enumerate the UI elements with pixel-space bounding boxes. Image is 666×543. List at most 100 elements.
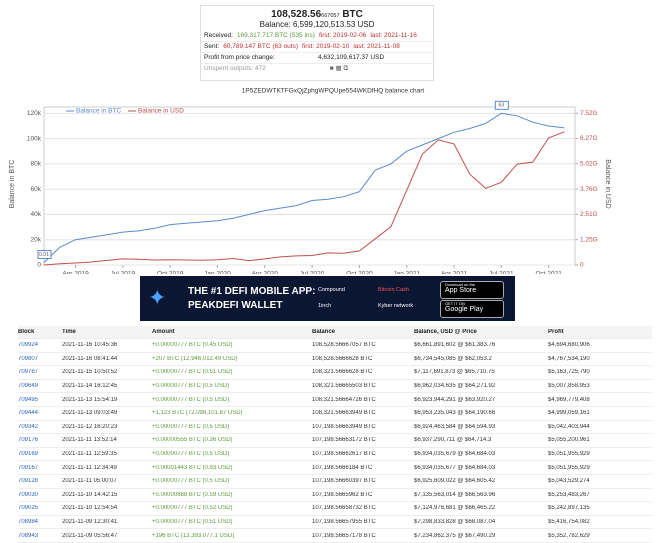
- cell: +0.00000888 BTC (0.59 USD): [152, 491, 233, 498]
- y-tick-label: 40k: [31, 211, 42, 218]
- chart: 1P5ZEDWTKTFGxQjZphgWPQUpe554WKDfHQ balan…: [9, 88, 611, 274]
- google-play[interactable]: GET IT ON Google Play: [440, 300, 504, 318]
- btc-main: 108,528.56: [271, 9, 322, 20]
- last: last: 2021-11-16: [370, 32, 417, 39]
- cell: 2021-11-11 12:34:49: [62, 464, 117, 471]
- cell: Balance, USD @ Price: [414, 329, 477, 335]
- cell: $6,953,235,043 @ $64,190.66: [414, 410, 496, 417]
- cell: 2021-11-13 09:03:49: [62, 410, 118, 417]
- annotation-box: [494, 100, 509, 110]
- cell: $6,937,290,711 @ $64,714.3: [414, 437, 492, 444]
- unspent: Unspent outputs: 472: [204, 65, 266, 72]
- y2-tick-label: 6.27G: [580, 135, 598, 142]
- cell: Block: [18, 329, 35, 335]
- small: Download on the: [445, 282, 476, 287]
- row: 708943 2021-11-09 05:56:47 +196 BTC (13,39…: [18, 529, 652, 543]
- cell[interactable]: 709649: [18, 383, 39, 390]
- cell[interactable]: 709924: [18, 342, 39, 349]
- x-tick-label: Apr 2020: [252, 271, 279, 274]
- y-tick-label: 60k: [31, 186, 42, 193]
- cell: +0.00000777 BTC (0.5 USD): [152, 383, 230, 390]
- amount: 169,317.717 BTC (535 ins): [236, 32, 315, 39]
- legend-label: Balance in USD: [138, 108, 184, 115]
- cell: 107,198.5666184 BTC: [312, 464, 373, 471]
- cell[interactable]: 709030: [18, 491, 39, 498]
- cell: 108,528.56667057 BTC: [312, 342, 376, 349]
- annotation: 63: [499, 103, 505, 109]
- x-tick-label: Jan 2021: [393, 271, 420, 274]
- cell[interactable]: 709169: [18, 451, 39, 458]
- cell[interactable]: 709444: [18, 410, 39, 417]
- cell: $4,767,534,190: [548, 355, 590, 362]
- line-series: [43, 112, 565, 263]
- x-tick-label: Jul 2019: [111, 271, 136, 274]
- amount: 60,789.147 BTC (63 outs): [223, 43, 298, 50]
- cell[interactable]: 709787: [18, 369, 39, 376]
- cell: +0.00000777 BTC (0.5 USD): [152, 478, 230, 485]
- profit-row: Profit from price change: 4,632,109,617.3…: [201, 53, 433, 64]
- cell: 108,321.56665503 BTC: [312, 383, 376, 390]
- x-tick-label: Jul 2020: [300, 271, 325, 274]
- cell[interactable]: 709495: [18, 396, 39, 403]
- label: Profit from price change:: [204, 54, 275, 61]
- row: 709128 2021-11-11 05:00:07 +0.00000777 BTC…: [18, 475, 652, 489]
- cell: +207 BTC (12,946,012.49 USD): [152, 355, 238, 362]
- y2-tick-label: 3.76G: [580, 186, 598, 193]
- cell: +0.00000555 BTC (0.36 USD): [152, 437, 233, 444]
- cell: Time: [62, 329, 76, 335]
- cell: 2021-11-16 10:45:36: [62, 342, 118, 349]
- cell: $6,661,891,602 @ $61,383.76: [414, 342, 496, 349]
- cell: +0.00000777 BTC (0.51 USD): [152, 519, 233, 526]
- cell: Amount: [152, 329, 175, 335]
- ad-banner[interactable]: ✦ THE #1 DEFI MOBILE APP: PEAKDEFI WALLE…: [140, 276, 515, 321]
- cell[interactable]: 709807: [18, 355, 39, 362]
- y2-tick-label: 2.51G: [580, 211, 598, 218]
- icons[interactable]: ■ ▦ ⧉: [329, 65, 349, 72]
- cell: 2021-11-11 12:59:35: [62, 451, 117, 458]
- cell: 2021-11-14 16:12:45: [62, 383, 118, 390]
- cell: 2021-11-16 08:41:44: [62, 355, 118, 362]
- y-tick-label: 120k: [27, 110, 42, 117]
- cell: +0.00000777 BTC (0.52 USD): [152, 505, 233, 512]
- x-tick-label: Oct 2019: [157, 271, 184, 274]
- cell: $7,117,691,873 @ $65,710.75: [414, 369, 495, 376]
- row: 709444 2021-11-13 09:03:49 +1,123 BTC (72,…: [18, 407, 652, 421]
- cell: +0.00000777 BTC (0.45 USD): [152, 342, 233, 349]
- row: 709176 2021-11-11 13:52:14 +0.00000555 BTC…: [18, 434, 652, 448]
- y2-tick-label: 5.02G: [580, 160, 598, 167]
- cell: 2021-11-13 15:54:19: [62, 396, 118, 403]
- cell: $5,055,200,961: [548, 437, 590, 444]
- value: 4,632,109,617.37 USD: [318, 54, 385, 61]
- cell[interactable]: 709128: [18, 478, 39, 485]
- chart-title: 1P5ZEDWTKTFGxQjZphgWPQUpe554WKDfHQ balan…: [242, 88, 425, 95]
- cell[interactable]: 709342: [18, 423, 39, 430]
- x-tick-label: Jul 2021: [489, 271, 514, 274]
- cell: 2021-11-15 10:50:52: [62, 369, 118, 376]
- cell: 2021-11-09 12:30:41: [62, 519, 118, 526]
- line-series: [43, 131, 565, 266]
- cell[interactable]: 709025: [18, 505, 39, 512]
- row: 709342 2021-11-12 16:20:23 +0.00000777 BTC…: [18, 421, 652, 435]
- x-tick-label: Jan 2020: [204, 271, 231, 274]
- y-tick-label: 80k: [31, 161, 42, 168]
- cell: +0.00000777 BTC (0.5 USD): [152, 396, 230, 403]
- row: 709495 2021-11-13 15:54:19 +0.00000777 BTC…: [18, 393, 652, 407]
- row: 708984 2021-11-09 12:30:41 +0.00000777 BTC…: [18, 516, 652, 530]
- cell: 107,198.56657955 BTC: [312, 519, 376, 526]
- header-row: Block Time Amount Balance Balance, USD @ Pri…: [18, 326, 652, 339]
- cell: $5,253,483,267: [548, 491, 590, 498]
- small: GET IT ON: [445, 301, 465, 306]
- cell: 108,321.5666628 BTC: [312, 369, 373, 376]
- cell[interactable]: 709176: [18, 437, 39, 444]
- cell: $5,163,725,790: [548, 369, 590, 376]
- partner: Bitcoin Cash: [378, 287, 409, 293]
- cell: 107,198.56663949 BTC: [312, 423, 376, 430]
- app-store[interactable]: Download on the App Store: [440, 281, 504, 299]
- cell: +1,123 BTC (72,098,101.87 USD): [152, 410, 243, 417]
- cell[interactable]: 708984: [18, 519, 39, 526]
- row: 709167 2021-11-11 12:34:49 +0.00001443 BTC…: [18, 461, 652, 475]
- cell[interactable]: 709167: [18, 464, 39, 471]
- cell: $4,694,680,906: [548, 342, 590, 349]
- cell: +0.00000777 BTC (0.5 USD): [152, 423, 230, 430]
- unspent-row: Unspent outputs: 472 ■ ▦ ⧉: [201, 64, 433, 74]
